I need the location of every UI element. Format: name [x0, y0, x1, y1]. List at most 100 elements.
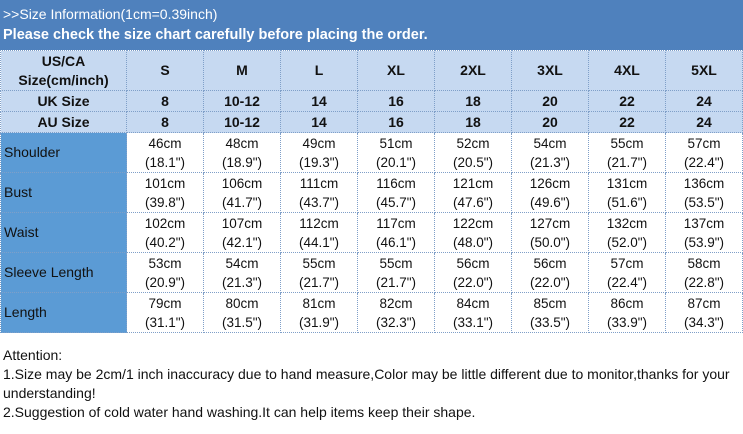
inch-value: (53.9")	[683, 234, 725, 250]
inch-value: (53.5")	[683, 194, 725, 210]
inch-value: (21.3")	[221, 274, 263, 290]
size-header: 4XL	[588, 50, 666, 91]
uk-size-label: UK Size	[0, 90, 127, 112]
cm-value: 131cm	[606, 175, 648, 191]
size-header: 2XL	[434, 50, 512, 91]
attention-note-2: 2.Suggestion of cold water hand washing.…	[3, 404, 476, 420]
us-ca-size-header: US/CA Size(cm/inch)	[0, 50, 127, 91]
inch-value: (44.1")	[298, 234, 340, 250]
inch-value: (22.0")	[452, 274, 494, 290]
inch-value: (22.0")	[529, 274, 571, 290]
measurement-cell: 126cm (49.6")	[511, 172, 589, 213]
au-size-value: 10-12	[203, 111, 281, 133]
inch-value: (33.1")	[452, 314, 494, 330]
cm-value: 81cm	[302, 295, 336, 311]
inch-value: (19.3")	[298, 154, 340, 170]
attention-note-1: 1.Size may be 2cm/1 inch inaccuracy due …	[3, 366, 730, 401]
cm-value: 49cm	[302, 135, 336, 151]
au-size-value: 20	[511, 111, 589, 133]
cm-value: 48cm	[225, 135, 259, 151]
size-header: 5XL	[665, 50, 743, 91]
measurement-cell: 85cm (33.5")	[511, 292, 589, 333]
measurement-cell: 84cm (33.1")	[434, 292, 512, 333]
inch-value: (33.5")	[529, 314, 571, 330]
inch-value: (20.1")	[375, 154, 417, 170]
au-size-value: 18	[434, 111, 512, 133]
measurement-cell: 112cm (44.1")	[280, 212, 358, 253]
cm-value: 106cm	[221, 175, 263, 191]
inch-value: (52.0")	[606, 234, 648, 250]
measurement-cell: 49cm (19.3")	[280, 132, 358, 173]
inch-value: (22.4")	[683, 154, 725, 170]
cm-value: 102cm	[144, 215, 186, 231]
measurement-cell: 116cm (45.7")	[357, 172, 435, 213]
cm-value: 57cm	[610, 255, 644, 271]
measurement-cell: 55cm (21.7")	[357, 252, 435, 293]
measurement-cell: 55cm (21.7")	[280, 252, 358, 293]
au-size-value: 14	[280, 111, 358, 133]
measurement-cell: 136cm (53.5")	[665, 172, 743, 213]
uk-size-value: 16	[357, 90, 435, 112]
uk-size-value: 24	[665, 90, 743, 112]
attention-heading: Attention:	[3, 347, 63, 363]
cm-value: 112cm	[299, 215, 339, 231]
measurement-cell: 107cm (42.1")	[203, 212, 281, 253]
size-header: XL	[357, 50, 435, 91]
inch-value: (20.9")	[144, 274, 186, 290]
measurement-cell: 111cm (43.7")	[280, 172, 358, 213]
measurement-label: Waist	[0, 212, 127, 253]
uk-size-value: 18	[434, 90, 512, 112]
size-check-note: Please check the size chart carefully be…	[3, 27, 428, 43]
cm-value: 56cm	[533, 255, 567, 271]
title-band: >>Size Information(1cm=0.39inch) Please …	[0, 0, 743, 50]
inch-value: (50.0")	[529, 234, 571, 250]
measurement-label: Bust	[0, 172, 127, 213]
measurement-cell: 121cm (47.6")	[434, 172, 512, 213]
cm-value: 101cm	[144, 175, 186, 191]
measurement-cell: 55cm (21.7")	[588, 132, 666, 173]
measurement-row: Sleeve Length 53cm (20.9") 54cm (21.3") 55cm (…	[0, 252, 743, 293]
au-size-value: 8	[126, 111, 204, 133]
measurement-cell: 79cm (31.1")	[126, 292, 204, 333]
inch-value: (31.1")	[144, 314, 186, 330]
uk-size-value: 8	[126, 90, 204, 112]
measurement-row: Bust 101cm (39.8") 106cm (41.7") 111cm (43.7")…	[0, 172, 743, 213]
inch-value: (41.7")	[221, 194, 263, 210]
inch-value: (31.9")	[298, 314, 340, 330]
measurement-cell: 57cm (22.4")	[588, 252, 666, 293]
uk-size-value: 10-12	[203, 90, 281, 112]
uk-size-row: UK Size 8 10-12 14 16 18 20 22 24	[0, 90, 743, 112]
inch-value: (21.7")	[375, 274, 417, 290]
header-row: US/CA Size(cm/inch) S M L XL 2XL 3XL 4XL 5XL	[0, 50, 743, 91]
measurement-cell: 56cm (22.0")	[511, 252, 589, 293]
inch-value: (31.5")	[221, 314, 263, 330]
measurement-cell: 53cm (20.9")	[126, 252, 204, 293]
size-header: L	[280, 50, 358, 91]
measurement-cell: 46cm (18.1")	[126, 132, 204, 173]
cm-value: 126cm	[529, 175, 571, 191]
measurement-cell: 131cm (51.6")	[588, 172, 666, 213]
au-size-value: 16	[357, 111, 435, 133]
attention-notes: Attention: 1.Size may be 2cm/1 inch inac…	[3, 346, 743, 422]
size-chart-table: US/CA Size(cm/inch) S M L XL 2XL 3XL 4XL 5XL UK S…	[0, 50, 743, 333]
measurement-label: Shoulder	[0, 132, 127, 173]
measurement-cell: 86cm (33.9")	[588, 292, 666, 333]
inch-value: (39.8")	[144, 194, 186, 210]
cm-value: 57cm	[687, 135, 721, 151]
inch-value: (22.8")	[683, 274, 725, 290]
inch-value: (21.7")	[298, 274, 340, 290]
measurement-cell: 48cm (18.9")	[203, 132, 281, 173]
inch-value: (45.7")	[375, 194, 417, 210]
measurement-cell: 127cm (50.0")	[511, 212, 589, 253]
au-size-value: 24	[665, 111, 743, 133]
cm-value: 122cm	[452, 215, 494, 231]
cm-value: 85cm	[533, 295, 567, 311]
inch-value: (40.2")	[144, 234, 186, 250]
measurement-row: Shoulder 46cm (18.1") 48cm (18.9") 49cm (19.3"…	[0, 132, 743, 173]
cm-value: 87cm	[687, 295, 721, 311]
cm-value: 56cm	[456, 255, 490, 271]
measurement-label: Length	[0, 292, 127, 333]
inch-value: (46.1")	[375, 234, 417, 250]
uk-size-value: 14	[280, 90, 358, 112]
cm-value: 80cm	[225, 295, 259, 311]
